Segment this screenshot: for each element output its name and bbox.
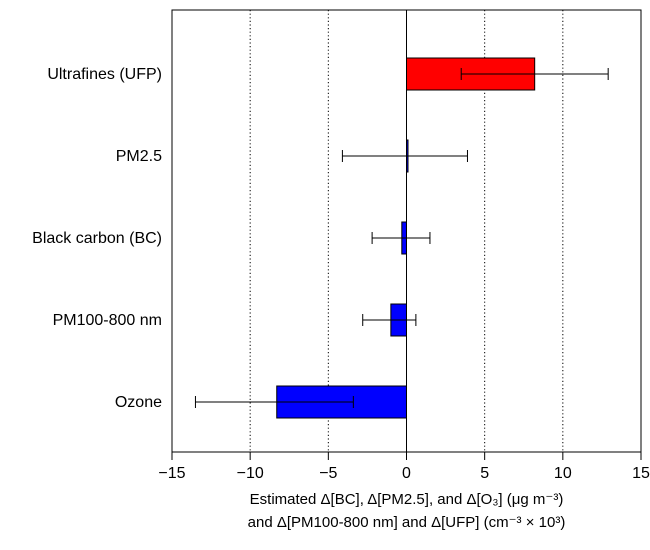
category-label: PM100-800 nm bbox=[53, 312, 162, 329]
x-tick-label: 15 bbox=[632, 465, 650, 482]
x-tick-label: −10 bbox=[237, 465, 264, 482]
category-label: Black carbon (BC) bbox=[32, 230, 162, 247]
x-tick-label: 10 bbox=[554, 465, 572, 482]
error-bar bbox=[460, 68, 609, 80]
error-bar bbox=[371, 232, 431, 244]
x-tick-label: −15 bbox=[158, 465, 185, 482]
x-axis-ticks: −15 −10 −5 0 5 10 15 bbox=[158, 452, 650, 482]
x-tick-label: −5 bbox=[319, 465, 337, 482]
category-labels: Ultrafines (UFP) PM2.5 Black carbon (BC) PM… bbox=[32, 66, 162, 411]
error-bar bbox=[362, 314, 417, 326]
x-tick-label: 0 bbox=[402, 465, 411, 482]
category-label: Ozone bbox=[115, 394, 162, 411]
gridlines bbox=[249, 10, 564, 452]
category-label: PM2.5 bbox=[116, 148, 162, 165]
x-axis-label-line2: and Δ[PM100-800 nm] and Δ[UFP] (cm⁻³ × 1… bbox=[248, 514, 566, 531]
error-bar bbox=[194, 396, 354, 408]
category-label: Ultrafines (UFP) bbox=[47, 66, 162, 83]
x-axis-label-line1: Estimated Δ[BC], Δ[PM2.5], and Δ[O₃] (μg… bbox=[250, 491, 564, 508]
error-bar bbox=[341, 150, 468, 162]
error-bars bbox=[194, 68, 609, 408]
x-tick-label: 5 bbox=[480, 465, 489, 482]
